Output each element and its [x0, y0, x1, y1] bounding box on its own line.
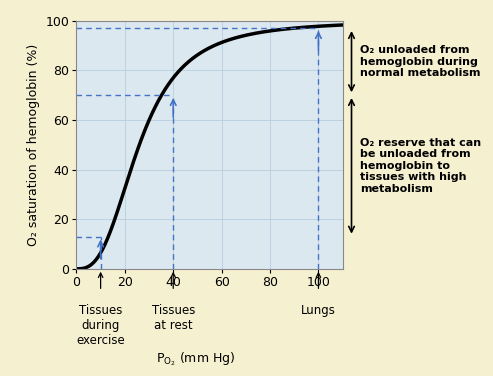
Text: Tissues
at rest: Tissues at rest — [151, 303, 195, 332]
Text: P$_{\mathregular{O_2}}$ (mm Hg): P$_{\mathregular{O_2}}$ (mm Hg) — [156, 350, 236, 368]
Y-axis label: O₂ saturation of hemoglobin (%): O₂ saturation of hemoglobin (%) — [27, 44, 40, 246]
Text: O₂ reserve that can
be unloaded from
hemoglobin to
tissues with high
metabolism: O₂ reserve that can be unloaded from hem… — [360, 138, 482, 194]
Text: Tissues
during
exercise: Tissues during exercise — [76, 303, 125, 347]
Text: Lungs: Lungs — [301, 303, 336, 317]
Text: O₂ unloaded from
hemoglobin during
normal metabolism: O₂ unloaded from hemoglobin during norma… — [360, 45, 481, 78]
